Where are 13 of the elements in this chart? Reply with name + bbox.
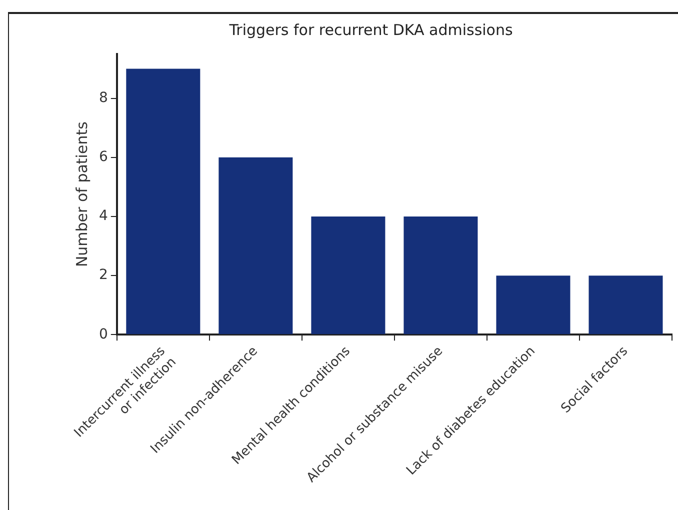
y-tick-label: 6 — [98, 149, 108, 166]
bar — [404, 216, 478, 334]
bar — [218, 157, 293, 334]
y-tick-label: 2 — [98, 267, 108, 284]
y-tick-label: 4 — [98, 208, 108, 224]
y-axis-title: Number of patients — [72, 121, 91, 268]
bar — [588, 276, 663, 334]
bar — [311, 216, 386, 334]
chart-title: Triggers for recurrent DKA admissions — [228, 20, 513, 39]
bar — [126, 68, 200, 334]
y-tick-label: 8 — [98, 90, 108, 106]
bar — [496, 276, 570, 334]
y-tick-label: 0 — [98, 326, 108, 342]
